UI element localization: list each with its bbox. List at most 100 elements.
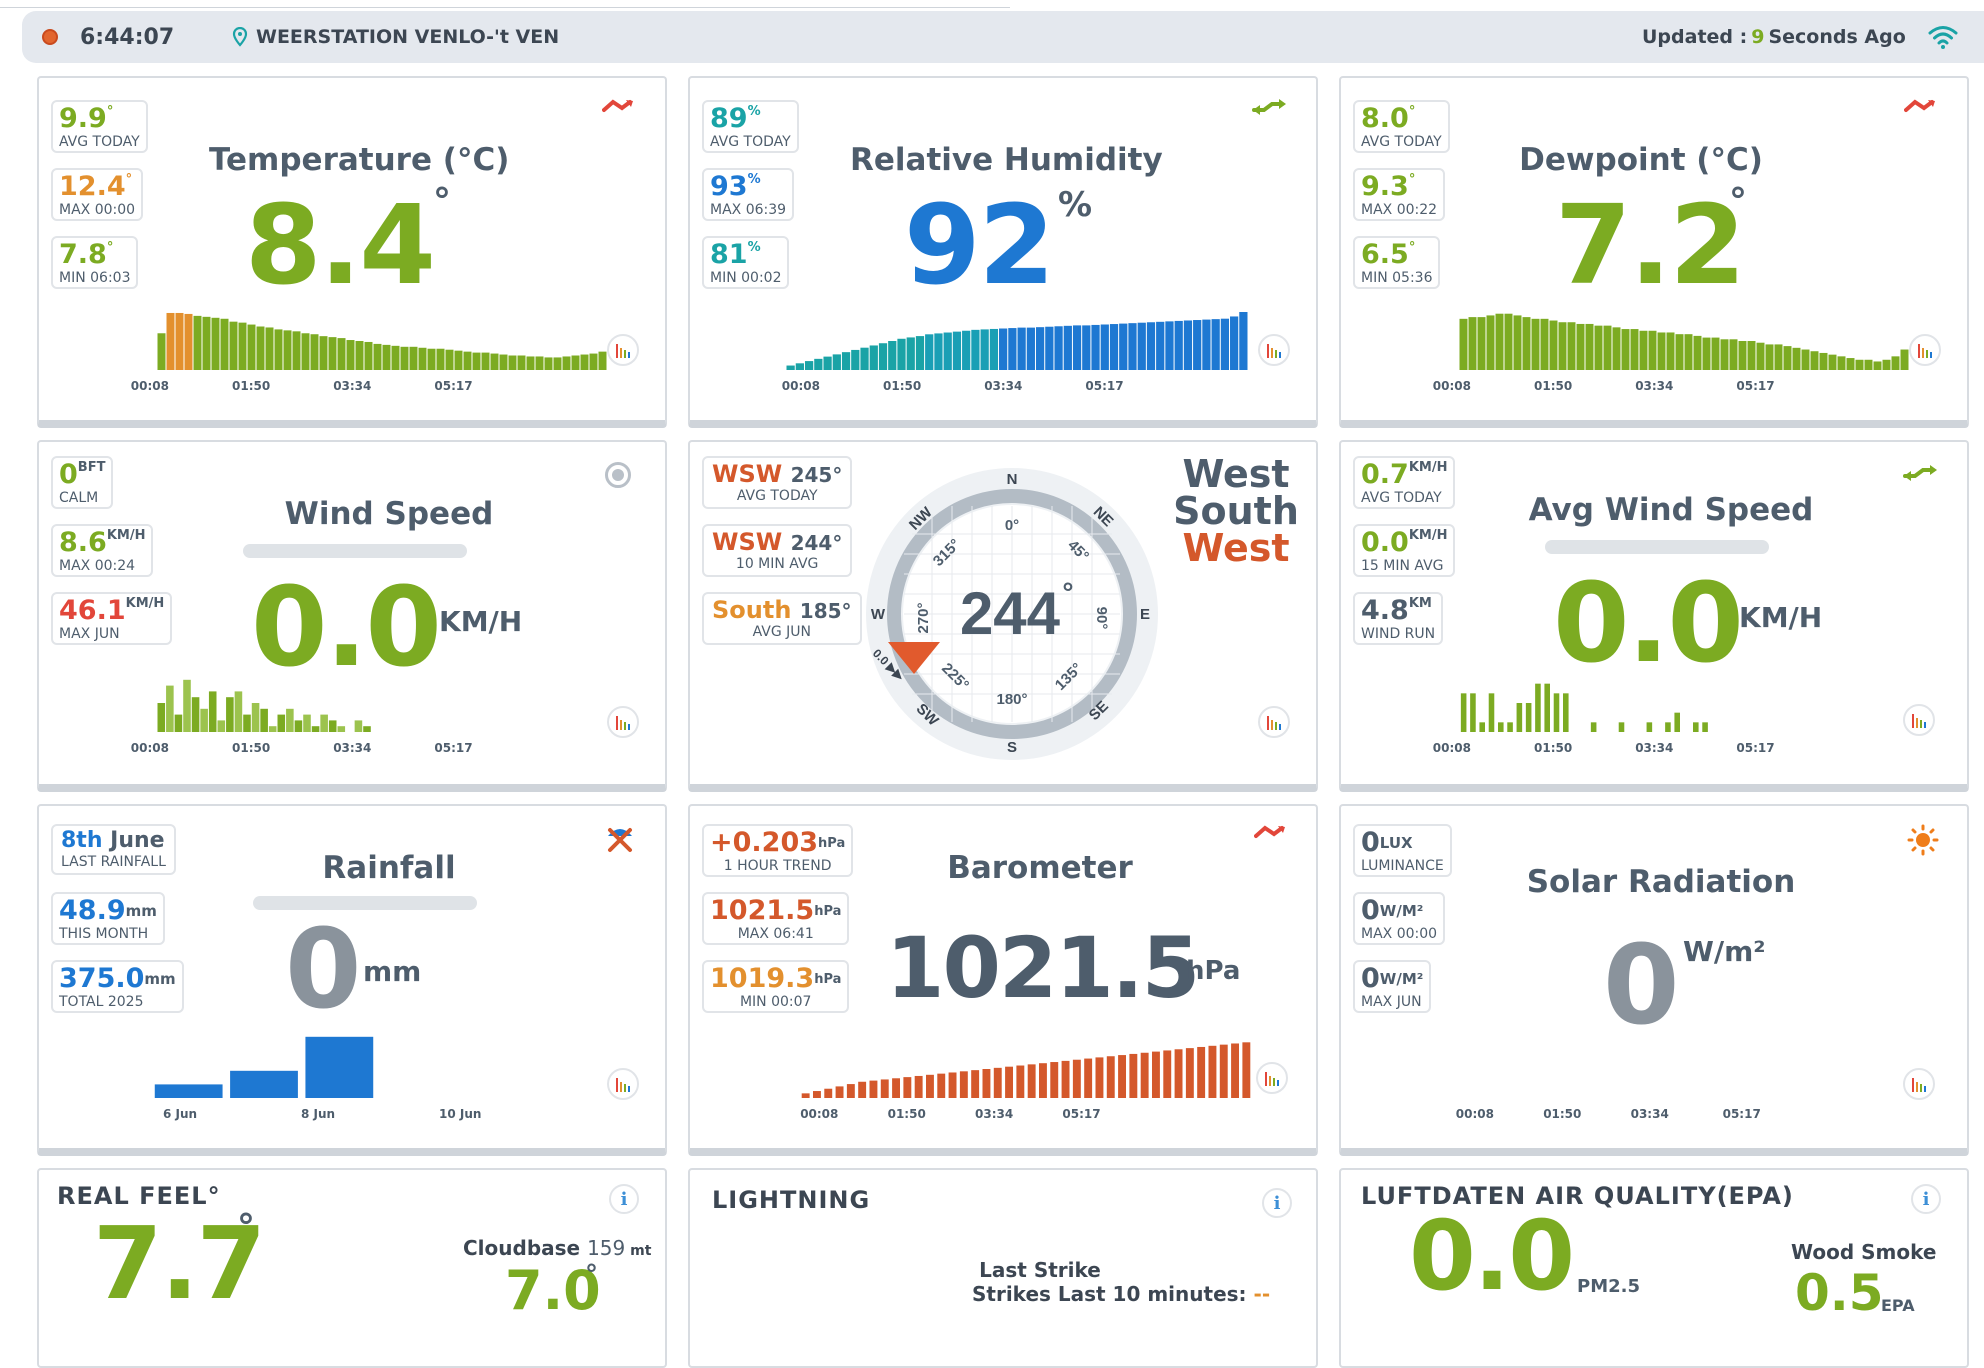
hum-min-unit: %	[747, 240, 761, 255]
rain-year-value: 375.0	[59, 963, 145, 994]
realfeel-panel: REAL FEEL° i 7.7 ° Cloudbase 159 mt 7.0 …	[37, 1168, 667, 1368]
dir-jun-dir: South	[712, 596, 792, 624]
chart-bar	[835, 1086, 844, 1098]
chart-bar	[409, 346, 418, 370]
chart-bar	[1756, 342, 1765, 370]
chart-bar	[1026, 327, 1035, 370]
hum-max-unit: %	[747, 172, 761, 187]
chart-bar	[580, 354, 589, 370]
chart-bar	[463, 351, 472, 370]
chart-bar	[1630, 329, 1639, 370]
chart-bar	[400, 346, 409, 370]
chart-bar	[999, 328, 1008, 370]
chart-button[interactable]	[1903, 1068, 1935, 1100]
chart-tick-label: 00:08	[1433, 379, 1471, 393]
sun-icon	[1907, 824, 1939, 860]
chart-bar	[328, 720, 337, 732]
chart-bar	[320, 714, 328, 732]
dir-jun-label: AVG JUN	[752, 624, 811, 640]
info-icon[interactable]: i	[1911, 1184, 1941, 1214]
chart-bar	[1468, 317, 1477, 370]
chart-bar	[166, 312, 175, 370]
chart-button[interactable]	[1258, 334, 1290, 366]
chart-bar	[888, 341, 897, 370]
hum-chart: 00:08 01:50 03:34 05:17	[782, 312, 1248, 393]
chart-bar	[1765, 344, 1774, 370]
chart-bar	[903, 1077, 912, 1098]
location-pin-icon	[232, 11, 248, 63]
airq-panel: LUFTDATEN AIR QUALITY(EPA) i 0.0 PM2.5 W…	[1339, 1168, 1969, 1368]
chart-bar	[1855, 359, 1864, 370]
cloudbase-label: Cloudbase	[463, 1236, 581, 1260]
chart-button[interactable]	[607, 1068, 639, 1100]
chart-bar	[1016, 1065, 1025, 1098]
avgwind-run-box: 4.8KM WIND RUN	[1353, 592, 1444, 645]
chart-bar	[1674, 712, 1680, 732]
info-icon[interactable]: i	[1262, 1188, 1292, 1218]
chart-bar	[337, 338, 346, 370]
chart-bar	[1783, 346, 1792, 370]
chart-bar	[391, 345, 400, 370]
chart-bar	[1882, 359, 1891, 370]
chart-bar	[305, 1036, 374, 1098]
chart-bar	[1488, 693, 1495, 732]
rain-year-unit: mm	[144, 970, 176, 988]
chart-tick-label: 05:17	[1736, 379, 1774, 393]
chart-bar	[274, 329, 283, 370]
chart-bar	[436, 348, 445, 370]
chart-bar	[1646, 722, 1653, 732]
hum-avg-unit: %	[747, 104, 761, 119]
chart-bar	[1146, 322, 1156, 370]
dewpoint-panel: 8.0° AVG TODAY 9.3° MAX 00:22 6.5° MIN 05:3…	[1339, 76, 1969, 428]
solar-unit: W/m²	[1683, 935, 1766, 968]
chart-button[interactable]	[607, 334, 639, 366]
chart-button[interactable]	[1909, 334, 1941, 366]
chart-bar	[1163, 1050, 1172, 1098]
temperature-panel: 9.9° AVG TODAY 12.4° MAX 00:00 7.8° MIN 06:…	[37, 76, 667, 428]
clock-time: 6:44:07	[80, 24, 175, 50]
chart-bar	[915, 336, 925, 370]
chart-bar	[1109, 324, 1119, 370]
chart-bar	[283, 330, 292, 370]
chart-button[interactable]	[1258, 706, 1290, 738]
hum-max-label: MAX 06:39	[710, 202, 787, 218]
chart-bar	[191, 697, 200, 732]
chart-bar	[571, 355, 580, 370]
chart-bar	[801, 1093, 810, 1098]
chart-bar	[1666, 332, 1675, 370]
chart-bar	[1185, 1048, 1194, 1098]
chart-bar	[1522, 317, 1531, 370]
chart-tick-label: 8 Jun	[301, 1107, 335, 1121]
chart-bar	[1693, 335, 1702, 370]
chart-bar	[1507, 722, 1513, 732]
chart-tick-label: 03:34	[333, 379, 371, 393]
chart-bar	[1665, 722, 1671, 732]
chart-bar	[880, 1079, 889, 1098]
station-name: WEERSTATION VENLO-'t VEN	[256, 26, 560, 48]
chart-button[interactable]	[607, 706, 639, 738]
chart-bar	[355, 341, 364, 370]
wind-bft-label: CALM	[59, 490, 99, 506]
avgwind-unit: KM/H	[1739, 601, 1823, 634]
dew-min-box: 6.5° MIN 05:36	[1353, 236, 1441, 289]
chart-bar	[243, 714, 251, 732]
rain-last-box: 8th June LAST RAINFALL	[51, 824, 176, 875]
hum-max-value: 93	[710, 171, 748, 202]
chart-bar	[971, 1070, 980, 1098]
solar-max-value: 0	[1361, 895, 1380, 926]
chart-bar	[319, 336, 328, 370]
chart-bar	[1072, 1059, 1081, 1098]
chart-bar	[1118, 1055, 1127, 1098]
chart-bar	[311, 726, 320, 732]
wind-maxjun-label: MAX JUN	[59, 626, 120, 642]
chart-button[interactable]	[1903, 704, 1935, 736]
chart-bar	[1106, 1056, 1115, 1098]
rain-unit: mm	[363, 955, 422, 988]
chart-bar	[925, 334, 934, 370]
chart-button[interactable]	[1256, 1062, 1288, 1094]
wind-maxjun-value: 46.1	[59, 595, 126, 626]
wind-direction-arrow-icon	[888, 642, 940, 674]
chart-bar	[1054, 326, 1063, 370]
chart-bar	[1594, 325, 1603, 370]
info-icon[interactable]: i	[609, 1184, 639, 1214]
